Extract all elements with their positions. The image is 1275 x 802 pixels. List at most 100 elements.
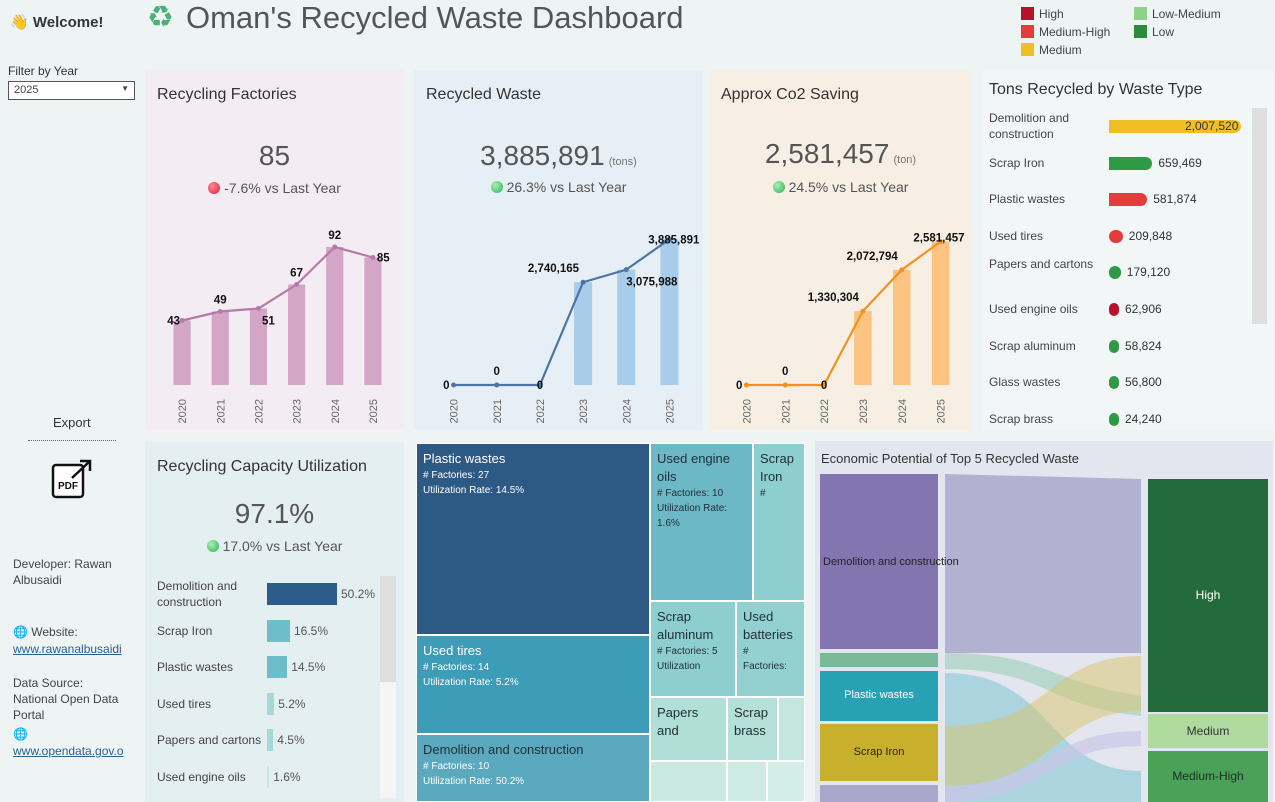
chart-bar[interactable] [854,311,872,385]
waste-type-bar[interactable] [1109,120,1241,133]
sankey-node-high[interactable] [1148,479,1268,712]
website-link[interactable]: www.rawanalbusaidi [13,642,122,656]
chart-point[interactable] [743,382,749,388]
capacity-bar[interactable] [267,619,290,642]
chart-point[interactable] [623,267,629,273]
chart-bar[interactable] [574,282,593,385]
chart-bar[interactable] [660,239,679,385]
chart-bar[interactable] [893,269,911,385]
globe-icon: 🌐 [13,727,28,741]
waste-type-value: 659,469 [1158,155,1202,170]
sankey-node-small[interactable] [820,785,938,802]
treemap-cell-tires[interactable]: Used tires # Factories: 14 Utilization R… [416,635,650,734]
sankey-node-medium-high[interactable] [1148,751,1268,802]
chart-point[interactable] [294,282,300,287]
treemap-cell-small[interactable] [778,697,805,761]
treemap-cell-util: Utilization [657,661,701,672]
chart-bar[interactable] [249,308,268,386]
treemap-factories-prefix: # Factories: [657,488,710,499]
co2-unit: (ton) [893,154,917,166]
capacity-bar[interactable] [267,692,275,715]
treemap-cell-brass[interactable]: Scrap brass [727,697,778,761]
welcome-text: 👋 Welcome! [10,14,104,31]
waste-type-bar[interactable] [1109,412,1119,426]
capacity-bar[interactable] [267,656,288,679]
sankey-flow [945,474,1141,653]
chart-point[interactable] [255,306,261,311]
waste-type-bar[interactable] [1109,156,1153,170]
treemap-cell-hash: # [760,488,766,499]
waste-type-bar[interactable] [1109,303,1119,316]
chart-point[interactable] [580,279,586,285]
data-label: 92 [328,230,341,242]
chart-point[interactable] [217,309,223,314]
chart-point[interactable] [821,382,827,388]
treemap-cell-small[interactable] [650,761,727,802]
chart-point[interactable] [370,255,376,260]
capacity-bar[interactable] [267,583,337,605]
capacity-scrollbar-thumb[interactable] [380,576,396,682]
year-filter-select[interactable]: 2025 ▼ [8,81,135,100]
chart-bar[interactable] [211,311,229,386]
x-tick-label: 2024 [621,399,633,423]
chart-point[interactable] [666,236,672,242]
waste-type-bar[interactable] [1109,339,1119,353]
treemap-cell-plastic[interactable]: Plastic wastes # Factories: 27 Utilizati… [416,443,650,635]
treemap-cell-aluminum[interactable]: Scrap aluminum # Factories: 5 Utilizatio… [650,601,736,697]
chart-line [453,238,671,387]
chart-bar[interactable] [364,257,382,386]
chart-bar[interactable] [326,247,344,385]
treemap-cell-small[interactable] [727,761,767,802]
treemap-cell-small[interactable] [767,761,805,802]
treemap-util-prefix: Utilization Rate: [423,776,494,787]
data-label: 0 [494,366,500,378]
treemap-cell-papers[interactable]: Papers and [650,697,727,761]
chart-point[interactable] [860,308,866,314]
legend-swatch [1021,7,1034,20]
sankey-node-medium[interactable] [1148,714,1268,748]
data-label: 0 [782,366,788,378]
chart-line [746,240,942,387]
chart-bar[interactable] [617,269,636,385]
chart-bar[interactable] [931,241,950,385]
chart-point[interactable] [782,382,788,388]
chart-bar[interactable] [173,320,191,386]
increase-indicator-icon [490,181,503,193]
waste-type-bar[interactable] [1109,266,1121,280]
co2-value-text: 2,581,457 [764,138,890,169]
treemap-cell-util: Utilization Rate: 50.2% [423,774,643,789]
chart-point[interactable] [938,239,944,245]
sankey-node-plastic[interactable] [820,671,938,721]
x-tick-label: 2020 [177,399,189,423]
factories-chart: 2020 2021 2022 2023 2024 2025 43 49 51 67 92 85 [167,230,390,423]
chart-point[interactable] [537,382,543,388]
chart-point[interactable] [179,318,185,323]
treemap-cell-demolition[interactable]: Demolition and construction # Factories:… [416,734,650,802]
capacity-bar[interactable] [267,729,274,752]
x-tick-label: 2020 [741,399,753,423]
chart-point[interactable] [332,244,338,250]
chart-bar[interactable] [287,284,306,386]
waste-type-bar[interactable] [1109,229,1123,243]
waste-type-scrollbar[interactable] [1252,108,1267,324]
chart-point[interactable] [899,267,905,273]
waste-type-bar[interactable] [1109,193,1148,207]
treemap-cell-scrap-iron[interactable]: Scrap Iron # [753,443,805,601]
treemap-cell-batteries[interactable]: Used batteries # Factories: [736,601,805,697]
treemap-factories-prefix: # Factories: [423,662,476,673]
chart-point[interactable] [451,382,457,388]
sankey-node-demolition[interactable] [820,474,938,649]
chart-point[interactable] [494,382,500,388]
treemap-cell-engine-oils[interactable]: Used engine oils # Factories: 10 Utiliza… [650,443,753,601]
data-source-link[interactable]: www.opendata.gov.o [13,744,124,758]
waste-type-bar[interactable] [1109,376,1119,390]
capacity-scrollbar[interactable] [380,576,396,798]
capacity-bar[interactable] [267,766,270,788]
pdf-export-button[interactable]: PDF [50,458,94,500]
treemap-cell-factories: # Factories: 10 [423,759,643,774]
sankey-node-small[interactable] [820,653,938,667]
waste-type-label: Used tires [989,228,1044,243]
sankey-node-scrap-iron[interactable] [820,724,938,781]
data-label: 51 [262,316,275,328]
developer-label: Developer: [13,557,72,571]
